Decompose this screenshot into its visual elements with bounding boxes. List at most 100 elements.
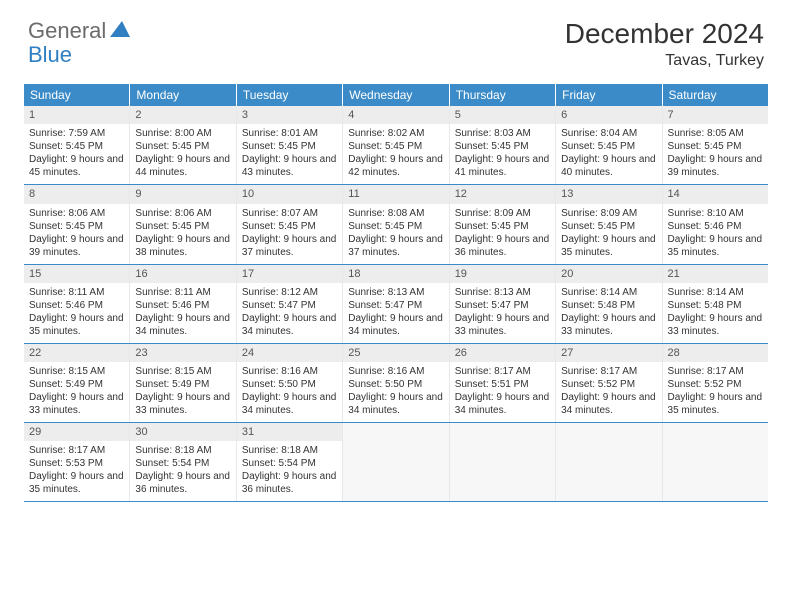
day-body: Sunrise: 8:10 AMSunset: 5:46 PMDaylight:…: [663, 204, 768, 264]
day-body: Sunrise: 8:06 AMSunset: 5:45 PMDaylight:…: [130, 204, 235, 264]
daylight-text: Daylight: 9 hours and 43 minutes.: [242, 153, 337, 179]
day-cell: 22Sunrise: 8:15 AMSunset: 5:49 PMDayligh…: [24, 344, 130, 422]
sunrise-text: Sunrise: 8:06 AM: [135, 207, 230, 220]
month-title: December 2024: [565, 18, 764, 50]
day-body: Sunrise: 8:16 AMSunset: 5:50 PMDaylight:…: [343, 362, 448, 422]
sunrise-text: Sunrise: 8:03 AM: [455, 127, 550, 140]
sunset-text: Sunset: 5:47 PM: [455, 299, 550, 312]
sunrise-text: Sunrise: 8:09 AM: [455, 207, 550, 220]
sunset-text: Sunset: 5:45 PM: [135, 140, 230, 153]
sunrise-text: Sunrise: 8:01 AM: [242, 127, 337, 140]
daylight-text: Daylight: 9 hours and 34 minutes.: [348, 391, 443, 417]
header: General December 2024 Tavas, Turkey: [0, 0, 792, 74]
day-body: Sunrise: 8:15 AMSunset: 5:49 PMDaylight:…: [130, 362, 235, 422]
day-cell: 25Sunrise: 8:16 AMSunset: 5:50 PMDayligh…: [343, 344, 449, 422]
day-number: 31: [237, 423, 342, 441]
sunrise-text: Sunrise: 8:06 AM: [29, 207, 124, 220]
day-body: Sunrise: 8:14 AMSunset: 5:48 PMDaylight:…: [556, 283, 661, 343]
sunrise-text: Sunrise: 8:17 AM: [561, 365, 656, 378]
daylight-text: Daylight: 9 hours and 39 minutes.: [29, 233, 124, 259]
day-header: Tuesday: [237, 84, 343, 106]
day-cell: 27Sunrise: 8:17 AMSunset: 5:52 PMDayligh…: [556, 344, 662, 422]
day-number: 20: [556, 265, 661, 283]
sunrise-text: Sunrise: 8:17 AM: [29, 444, 124, 457]
day-number: 15: [24, 265, 129, 283]
daylight-text: Daylight: 9 hours and 35 minutes.: [668, 233, 763, 259]
logo-text-general: General: [28, 18, 106, 44]
day-header: Wednesday: [343, 84, 449, 106]
day-cell: 24Sunrise: 8:16 AMSunset: 5:50 PMDayligh…: [237, 344, 343, 422]
sunrise-text: Sunrise: 8:04 AM: [561, 127, 656, 140]
day-header-row: SundayMondayTuesdayWednesdayThursdayFrid…: [24, 84, 768, 106]
daylight-text: Daylight: 9 hours and 33 minutes.: [561, 312, 656, 338]
sunset-text: Sunset: 5:45 PM: [29, 140, 124, 153]
sunset-text: Sunset: 5:51 PM: [455, 378, 550, 391]
day-body: Sunrise: 8:01 AMSunset: 5:45 PMDaylight:…: [237, 124, 342, 184]
day-cell: 11Sunrise: 8:08 AMSunset: 5:45 PMDayligh…: [343, 185, 449, 263]
sunset-text: Sunset: 5:53 PM: [29, 457, 124, 470]
day-body: Sunrise: 8:04 AMSunset: 5:45 PMDaylight:…: [556, 124, 661, 184]
day-body: Sunrise: 8:09 AMSunset: 5:45 PMDaylight:…: [450, 204, 555, 264]
sunset-text: Sunset: 5:52 PM: [668, 378, 763, 391]
sunset-text: Sunset: 5:45 PM: [455, 220, 550, 233]
sunrise-text: Sunrise: 8:00 AM: [135, 127, 230, 140]
day-cell: 7Sunrise: 8:05 AMSunset: 5:45 PMDaylight…: [663, 106, 768, 184]
title-block: December 2024 Tavas, Turkey: [565, 18, 764, 70]
week-row: 1Sunrise: 7:59 AMSunset: 5:45 PMDaylight…: [24, 106, 768, 185]
day-body: Sunrise: 8:11 AMSunset: 5:46 PMDaylight:…: [24, 283, 129, 343]
logo-text-blue: Blue: [28, 42, 72, 67]
day-cell: 31Sunrise: 8:18 AMSunset: 5:54 PMDayligh…: [237, 423, 343, 501]
day-cell: [450, 423, 556, 501]
daylight-text: Daylight: 9 hours and 34 minutes.: [561, 391, 656, 417]
day-body: Sunrise: 8:14 AMSunset: 5:48 PMDaylight:…: [663, 283, 768, 343]
day-cell: 28Sunrise: 8:17 AMSunset: 5:52 PMDayligh…: [663, 344, 768, 422]
day-number: 18: [343, 265, 448, 283]
day-number: 27: [556, 344, 661, 362]
week-row: 22Sunrise: 8:15 AMSunset: 5:49 PMDayligh…: [24, 344, 768, 423]
day-cell: 13Sunrise: 8:09 AMSunset: 5:45 PMDayligh…: [556, 185, 662, 263]
daylight-text: Daylight: 9 hours and 34 minutes.: [242, 391, 337, 417]
day-body: Sunrise: 8:08 AMSunset: 5:45 PMDaylight:…: [343, 204, 448, 264]
sunrise-text: Sunrise: 8:17 AM: [668, 365, 763, 378]
day-cell: 4Sunrise: 8:02 AMSunset: 5:45 PMDaylight…: [343, 106, 449, 184]
day-body: Sunrise: 8:03 AMSunset: 5:45 PMDaylight:…: [450, 124, 555, 184]
day-cell: 21Sunrise: 8:14 AMSunset: 5:48 PMDayligh…: [663, 265, 768, 343]
sunset-text: Sunset: 5:54 PM: [135, 457, 230, 470]
sunrise-text: Sunrise: 8:15 AM: [29, 365, 124, 378]
daylight-text: Daylight: 9 hours and 40 minutes.: [561, 153, 656, 179]
day-cell: 6Sunrise: 8:04 AMSunset: 5:45 PMDaylight…: [556, 106, 662, 184]
logo: General: [28, 18, 132, 44]
day-body: Sunrise: 8:11 AMSunset: 5:46 PMDaylight:…: [130, 283, 235, 343]
day-body: Sunrise: 8:02 AMSunset: 5:45 PMDaylight:…: [343, 124, 448, 184]
day-number: 26: [450, 344, 555, 362]
sunset-text: Sunset: 5:45 PM: [29, 220, 124, 233]
day-cell: 14Sunrise: 8:10 AMSunset: 5:46 PMDayligh…: [663, 185, 768, 263]
day-header: Saturday: [663, 84, 768, 106]
day-number: 21: [663, 265, 768, 283]
day-number: 11: [343, 185, 448, 203]
daylight-text: Daylight: 9 hours and 35 minutes.: [561, 233, 656, 259]
day-number: 8: [24, 185, 129, 203]
sunset-text: Sunset: 5:45 PM: [242, 140, 337, 153]
day-number: 19: [450, 265, 555, 283]
day-body: Sunrise: 8:13 AMSunset: 5:47 PMDaylight:…: [343, 283, 448, 343]
sunset-text: Sunset: 5:46 PM: [135, 299, 230, 312]
daylight-text: Daylight: 9 hours and 35 minutes.: [668, 391, 763, 417]
day-header: Thursday: [450, 84, 556, 106]
sunset-text: Sunset: 5:46 PM: [668, 220, 763, 233]
daylight-text: Daylight: 9 hours and 33 minutes.: [29, 391, 124, 417]
day-cell: 17Sunrise: 8:12 AMSunset: 5:47 PMDayligh…: [237, 265, 343, 343]
logo-sub: Blue: [28, 42, 72, 68]
day-body: Sunrise: 8:15 AMSunset: 5:49 PMDaylight:…: [24, 362, 129, 422]
daylight-text: Daylight: 9 hours and 34 minutes.: [348, 312, 443, 338]
location: Tavas, Turkey: [565, 52, 764, 70]
day-body: Sunrise: 8:05 AMSunset: 5:45 PMDaylight:…: [663, 124, 768, 184]
sunset-text: Sunset: 5:45 PM: [348, 140, 443, 153]
day-number: 22: [24, 344, 129, 362]
day-body: Sunrise: 8:16 AMSunset: 5:50 PMDaylight:…: [237, 362, 342, 422]
sunset-text: Sunset: 5:45 PM: [242, 220, 337, 233]
day-cell: 10Sunrise: 8:07 AMSunset: 5:45 PMDayligh…: [237, 185, 343, 263]
sunrise-text: Sunrise: 8:16 AM: [348, 365, 443, 378]
sunrise-text: Sunrise: 8:13 AM: [348, 286, 443, 299]
day-number: 24: [237, 344, 342, 362]
